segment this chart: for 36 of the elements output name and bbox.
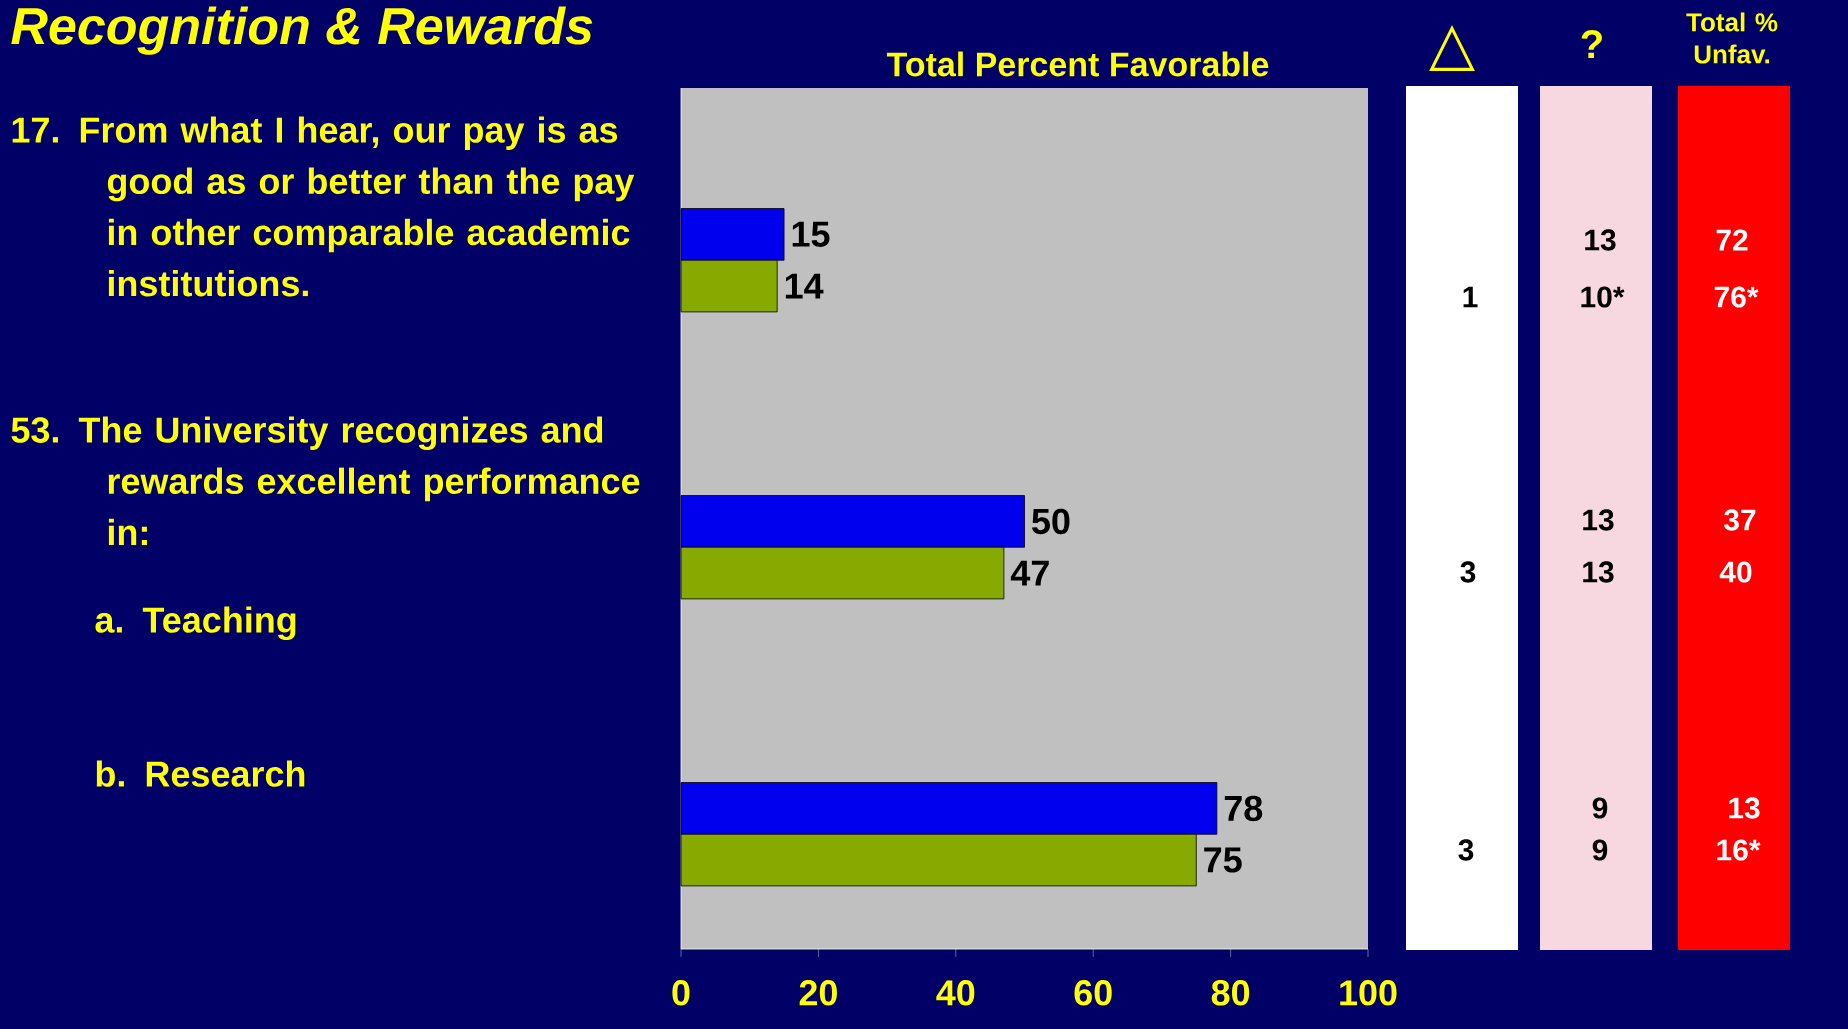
text: 10* (1581, 286, 1625, 308)
text: 13 (1583, 509, 1614, 531)
text: 16* (1717, 839, 1761, 861)
text: a. Teaching (95, 606, 296, 641)
data-label: 14 (785, 273, 824, 299)
text: 40 (1719, 561, 1752, 583)
x-tick-label: 60 (1074, 980, 1112, 1006)
chart-subtitle: Total Percent Favorable (886, 51, 1269, 77)
text: 13 (1729, 797, 1760, 819)
text: 53. The University recognizes and rewards excellent performance in: (11, 416, 640, 545)
text: Total % Unfav. (1686, 12, 1778, 64)
text: 17. From what I hear, our pay is as good as or better than the pay in other comparable academic institutions. (12, 116, 635, 297)
x-tick-label: 20 (799, 980, 837, 1006)
x-tick-label: 40 (936, 980, 975, 1006)
x-tick-label: 0 (672, 980, 690, 1006)
data-label: 15 (792, 221, 830, 247)
data-label: 47 (1010, 560, 1049, 586)
text: b. Research (96, 760, 305, 787)
data-label: 75 (1204, 847, 1242, 873)
text: 37 (1724, 509, 1756, 531)
x-tick-label: 80 (1211, 980, 1250, 1006)
text: ? (1581, 30, 1602, 58)
chart-title: Recognition & Rewards (11, 6, 593, 55)
text: 13 (1585, 229, 1616, 251)
data-label: 78 (1224, 795, 1263, 822)
text: 72 (1716, 229, 1748, 251)
text: 9 (1592, 797, 1608, 819)
text: 76* (1714, 286, 1759, 308)
text: 3 (1460, 561, 1476, 583)
text: 13 (1583, 561, 1614, 583)
text: 9 (1592, 839, 1608, 861)
data-label: 50 (1032, 508, 1070, 535)
text: △ (1429, 25, 1475, 71)
text: 3 (1458, 839, 1474, 861)
x-tick-label: 100 (1340, 980, 1397, 1006)
text: 1 (1463, 286, 1478, 308)
